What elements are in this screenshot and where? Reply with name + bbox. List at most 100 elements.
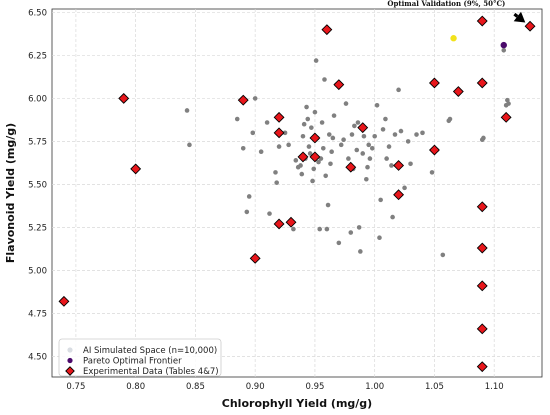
simulated-point	[506, 101, 511, 106]
simulated-point	[361, 133, 367, 139]
simulated-point	[481, 135, 486, 141]
simulated-point	[338, 142, 344, 148]
x-tick-label: 1.00	[365, 382, 384, 392]
simulated-point	[187, 142, 192, 148]
experimental-data-point	[429, 144, 440, 156]
experimental-data-point	[393, 189, 405, 201]
y-tick-label: 4.75	[28, 309, 47, 319]
series-0	[184, 47, 511, 258]
simulated-point	[274, 180, 279, 185]
y-tick-label: 5.25	[28, 223, 47, 233]
simulated-point	[234, 116, 240, 122]
experimental-data-point	[345, 161, 357, 173]
y-tick-label: 5.75	[28, 137, 47, 147]
simulated-point	[310, 178, 315, 184]
simulated-point	[276, 144, 282, 149]
pareto-point	[450, 35, 457, 42]
simulated-point	[377, 235, 382, 241]
simulated-point	[355, 120, 361, 125]
experimental-data-point	[524, 20, 536, 32]
y-tick-label: 4.50	[28, 352, 47, 362]
plot-frame	[51, 8, 543, 378]
x-tick-label: 0.95	[305, 382, 324, 392]
simulated-point	[240, 145, 246, 151]
experimental-data-point	[273, 127, 285, 139]
series-1	[500, 41, 507, 49]
pareto-point	[500, 41, 507, 49]
simulated-point	[282, 130, 288, 136]
simulated-point	[309, 125, 314, 130]
experimental-data-point	[273, 218, 285, 230]
simulated-point	[250, 130, 256, 136]
experimental-data-point	[297, 151, 309, 163]
simulated-point	[313, 58, 319, 63]
simulated-point	[358, 249, 363, 254]
simulated-point	[405, 139, 411, 144]
simulated-point	[325, 202, 331, 208]
simulated-point	[306, 144, 312, 149]
simulated-point	[447, 116, 453, 122]
legend-box	[58, 338, 222, 377]
simulated-point	[378, 197, 383, 203]
simulated-point	[323, 173, 328, 179]
x-axis-ticks: 0.75 0.80 0.85 0.90 0.95 1.00 1.05 1.10	[66, 382, 503, 392]
annotation-text: Optimal Validation (9%, 50°C)	[387, 0, 505, 8]
experimental-data-point	[476, 201, 488, 213]
simulated-point	[298, 163, 303, 168]
simulated-point	[311, 166, 317, 172]
simulated-point	[246, 194, 252, 199]
simulated-point	[367, 156, 373, 161]
x-tick-label: 0.75	[66, 382, 85, 392]
simulated-point	[364, 176, 369, 182]
annotation-arrow-head	[513, 11, 526, 23]
simulated-point	[341, 137, 346, 142]
simulated-point	[264, 120, 270, 125]
simulated-point	[329, 149, 334, 155]
simulated-point	[398, 128, 404, 134]
legend-entry: Pareto Optimal Frontier	[67, 357, 182, 367]
x-tick-label: 0.80	[126, 382, 145, 392]
legend-label: AI Simulated Space (n=10,000)	[83, 346, 217, 356]
experimental-data-point	[429, 77, 440, 89]
simulated-point	[501, 47, 507, 53]
simulated-point	[360, 151, 366, 156]
simulated-point	[380, 127, 386, 132]
legend: AI Simulated Space (n=10,000)Pareto Opti…	[58, 338, 222, 377]
experimental-data-point	[58, 295, 70, 307]
simulated-point	[305, 116, 311, 122]
simulated-point	[304, 104, 309, 110]
experimental-data-point	[476, 361, 488, 373]
simulated-point	[429, 170, 435, 175]
simulated-point	[402, 185, 407, 191]
experimental-data-point	[285, 216, 297, 228]
legend-marker	[65, 366, 75, 376]
simulated-point	[300, 133, 306, 139]
simulated-point	[301, 121, 307, 127]
series-3	[58, 15, 536, 373]
experimental-data-point	[476, 77, 488, 89]
simulated-point	[324, 226, 330, 232]
simulated-point	[374, 102, 380, 108]
simulated-point	[184, 108, 190, 113]
simulated-point	[389, 163, 394, 168]
simulated-point	[316, 159, 321, 165]
simulated-point	[354, 147, 360, 153]
y-tick-label: 5.00	[28, 266, 47, 276]
simulated-point	[293, 158, 299, 163]
simulated-point	[286, 142, 291, 148]
simulated-point	[396, 87, 401, 93]
simulated-point	[299, 171, 305, 177]
simulated-point	[384, 156, 389, 161]
simulated-point	[317, 226, 323, 232]
x-axis-title: Chlorophyll Yield (mg/g)	[222, 397, 372, 410]
simulated-point	[383, 116, 388, 122]
y-tick-label: 6.50	[28, 8, 47, 18]
simulated-point	[366, 142, 372, 148]
simulated-point	[307, 151, 313, 156]
simulated-point	[322, 77, 327, 82]
data-points	[58, 15, 536, 373]
simulated-point	[273, 170, 278, 175]
y-tick-label: 6.00	[28, 94, 47, 104]
x-tick-label: 1.10	[485, 382, 504, 392]
simulated-point	[328, 161, 333, 167]
